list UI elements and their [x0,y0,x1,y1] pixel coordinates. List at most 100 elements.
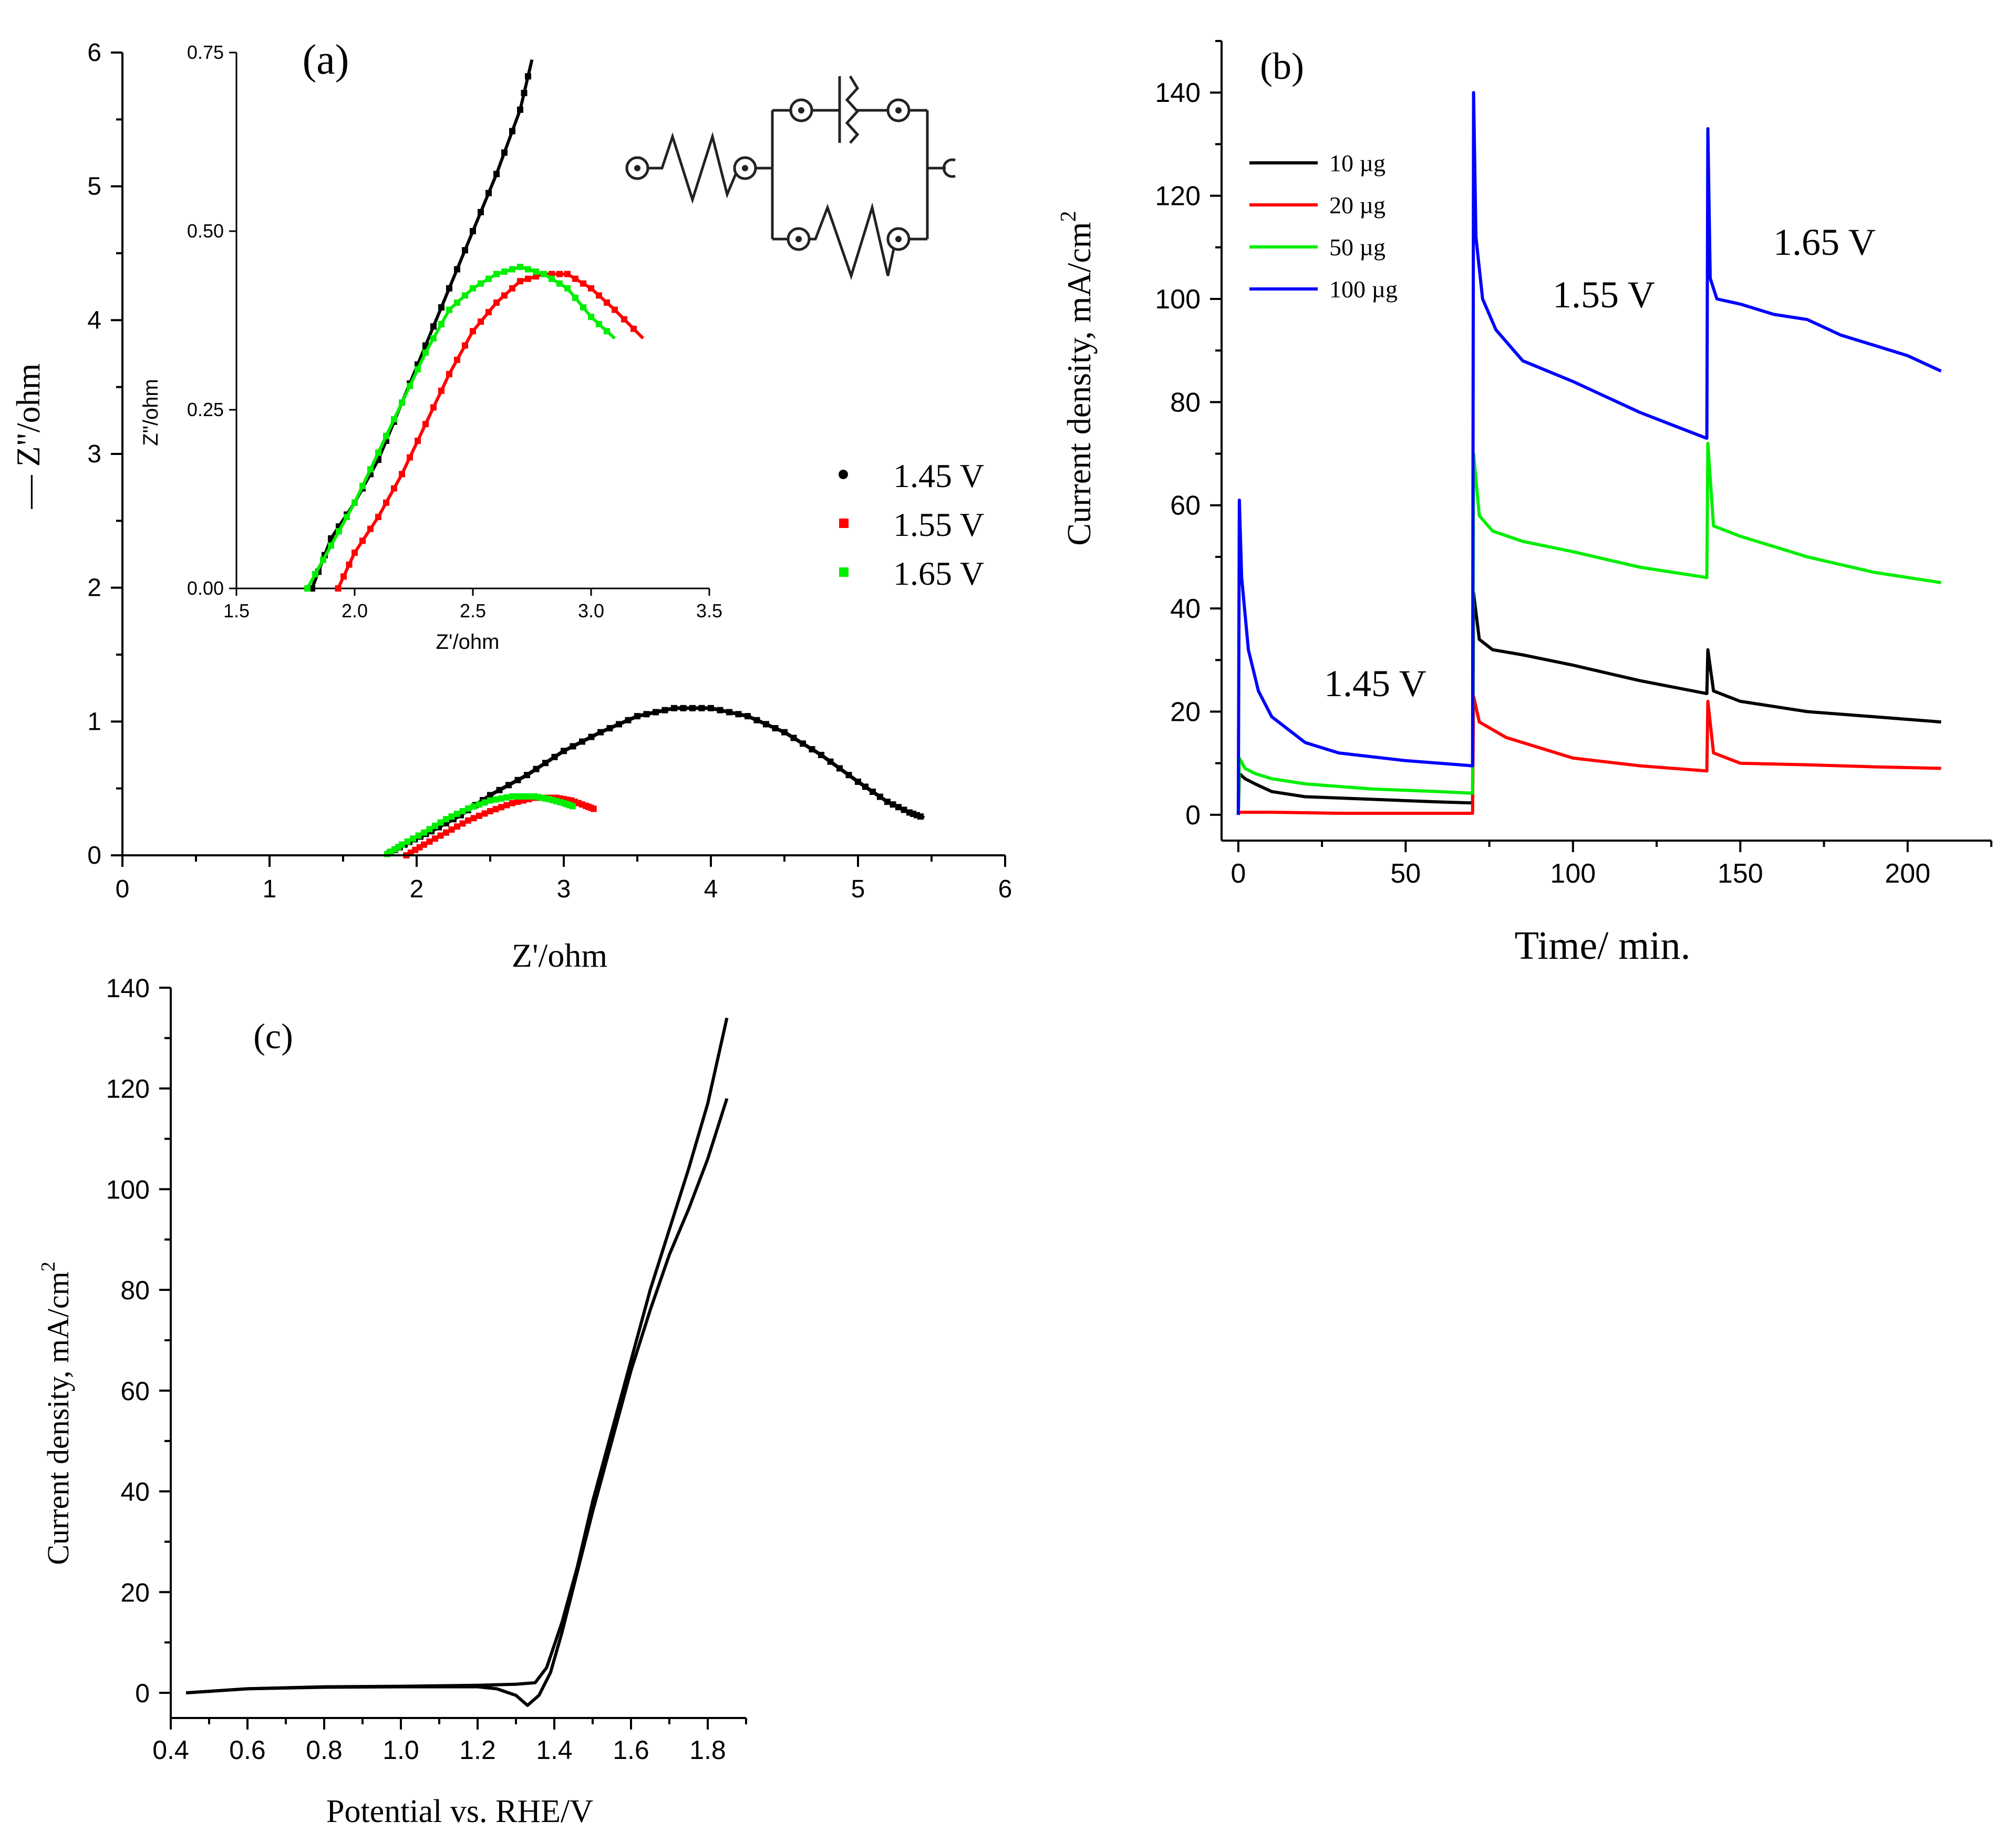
panel-b-legend-label-10-g: 10 µg [1329,150,1386,177]
panel-a-data-point [509,800,515,806]
panel-a-data-point [448,813,455,820]
panel-a-inset-data-point [485,275,492,282]
panel-a-inset-x-tick-label: 3.0 [578,600,604,622]
panel-a-legend-label-1-65-v: 1.65 V [893,555,984,592]
panel-a-inset-y-tick-label: 0.50 [187,220,224,242]
panel-a-data-point [845,772,852,779]
panel-a-inset-data-point [312,571,318,577]
panel-a-y-tick-label: 1 [87,708,101,736]
panel-b-label: (b) [1260,45,1304,87]
panel-a-data-point [415,832,422,839]
panel-a-inset-x-tick-label: 2.0 [342,600,368,622]
panel-a-data-point [533,765,540,772]
panel-a-data-point [487,797,493,804]
panel-a-inset-data-point [588,314,594,320]
panel-c-x-tick-label: 1.4 [536,1735,573,1765]
panel-a-data-point [505,782,512,789]
panel-a-inset-data-point [462,292,468,299]
panel-a-inset-data-point [580,304,586,311]
panel-b-axes: 0 50 100 150 200 0 20 40 60 80 100 120 140 [1155,40,1992,889]
panel-a-data-point [399,841,405,848]
panel-a-inset-data-point [525,73,531,80]
panel-a-data-point [410,835,416,842]
panel-a-inset-data-point [446,306,452,313]
panel-b-series-line-10-g [1236,591,1941,815]
panel-a-inset-data-point [454,356,460,363]
panel-a-inset-data-point [462,342,468,349]
panel-a-data-point [855,778,861,785]
panel-a-inset-data-point [336,528,342,535]
panel-a-data-point [454,811,460,817]
panel-a-data-point [818,752,824,758]
panel-a-data-point [503,802,510,809]
panel-a-data-point [459,820,466,827]
panel-c-y-tick-label: 20 [120,1578,150,1607]
panel-b-legend: 10 µg 20 µg 50 µg 100 µg [1249,150,1398,303]
panel-c-x-axis-label: Potential vs. RHE/V [326,1794,593,1829]
panel-a-inset-data-point [501,268,508,275]
panel-a-data-point [542,760,549,767]
panel-b-annotation-1-55v: 1.55 V [1553,274,1655,316]
panel-a-data-point [448,826,455,833]
panel-a-y-tick-label: 3 [87,440,101,468]
panel-a-inset-data-point [588,285,594,292]
panel-a-inset-data-point [375,449,381,456]
panel-a-data-point [625,717,632,723]
panel-a-inset-data-point [564,271,571,277]
panel-a-inset-data-point [517,106,523,113]
panel-a-data-point [498,795,504,802]
panel-a-data-point [726,709,732,716]
panel-a-y-axis-label: — Z"/ohm [9,364,47,510]
panel-a-data-point [525,793,532,800]
panel-a-inset-data-point [470,328,476,335]
panel-a-inset-y-tick-label: 0.00 [187,577,224,599]
panel-a-inset-data-point [383,499,389,506]
panel-a-inset-data-point [422,349,429,356]
panel-a-inset-data-point [596,292,602,299]
panel-a-data-point [426,826,433,833]
panel-a-inset-data-point [572,294,578,301]
panel-a-inset-data-point [438,304,444,311]
panel-a-label: (a) [303,37,349,83]
panel-a-inset-data-point [572,275,578,282]
panel-a-data-point [790,734,797,741]
panel-a-inset-data-point [541,271,547,277]
panel-a-data-point [470,815,477,822]
panel-a-inset-data-point [340,573,347,580]
panel-a-inset-data-point [359,537,366,544]
panel-c-x-tick-label: 0.6 [229,1735,266,1765]
panel-a-inset-data-point [391,416,397,423]
panel-a-data-point [689,705,696,711]
panel-c-y-tick-label: 60 [120,1376,150,1406]
panel-a-data-point [588,733,595,740]
panel-a-data-point [443,829,449,836]
panel-a-x-axis-label: Z'/ohm [512,937,607,974]
panel-c-y-tick-label: 0 [135,1679,150,1708]
panel-c-x-tick-label: 0.4 [152,1735,189,1765]
panel-a-inset-data-point [438,387,444,394]
panel-a-data-point [492,806,499,813]
panel-a-inset-data-point [391,485,397,492]
panel-a-inset-data-point [549,275,555,282]
panel-a-y-tick-label: 0 [87,842,101,870]
panel-a-data-point [579,738,585,745]
panel-a-y-tick-label: 2 [87,574,101,602]
panel-a-data-point [481,810,488,817]
panel-a-data-point [708,705,714,711]
panel-a-inset: 1.5 2.0 2.5 3.0 3.5 0.00 0.25 0.50 0.75 [187,42,722,622]
panel-a-data-point [877,793,883,800]
panel-a-inset-data-point [346,561,353,568]
panel-a-data-point [496,786,503,793]
panel-a-data-point [514,793,521,800]
panel-a-inset-data-point [509,266,515,273]
panel-a-inset-data-point [525,275,531,282]
panel-b-y-axis-label-superscript: 2 [1057,211,1081,222]
panel-c-x-tick-label: 0.8 [306,1735,343,1765]
panel-b-legend-label-50-g: 50 µg [1329,234,1386,261]
panel-a-data-point [487,808,493,814]
panel-b-y-tick-label: 100 [1155,284,1201,315]
panel-a-x-tick-label: 0 [116,875,130,903]
panel-a-inset-y-tick-label: 0.75 [187,42,224,63]
panel-c-x-tick-label: 1.6 [613,1735,649,1765]
panel-a-inset-data-point [501,292,508,299]
